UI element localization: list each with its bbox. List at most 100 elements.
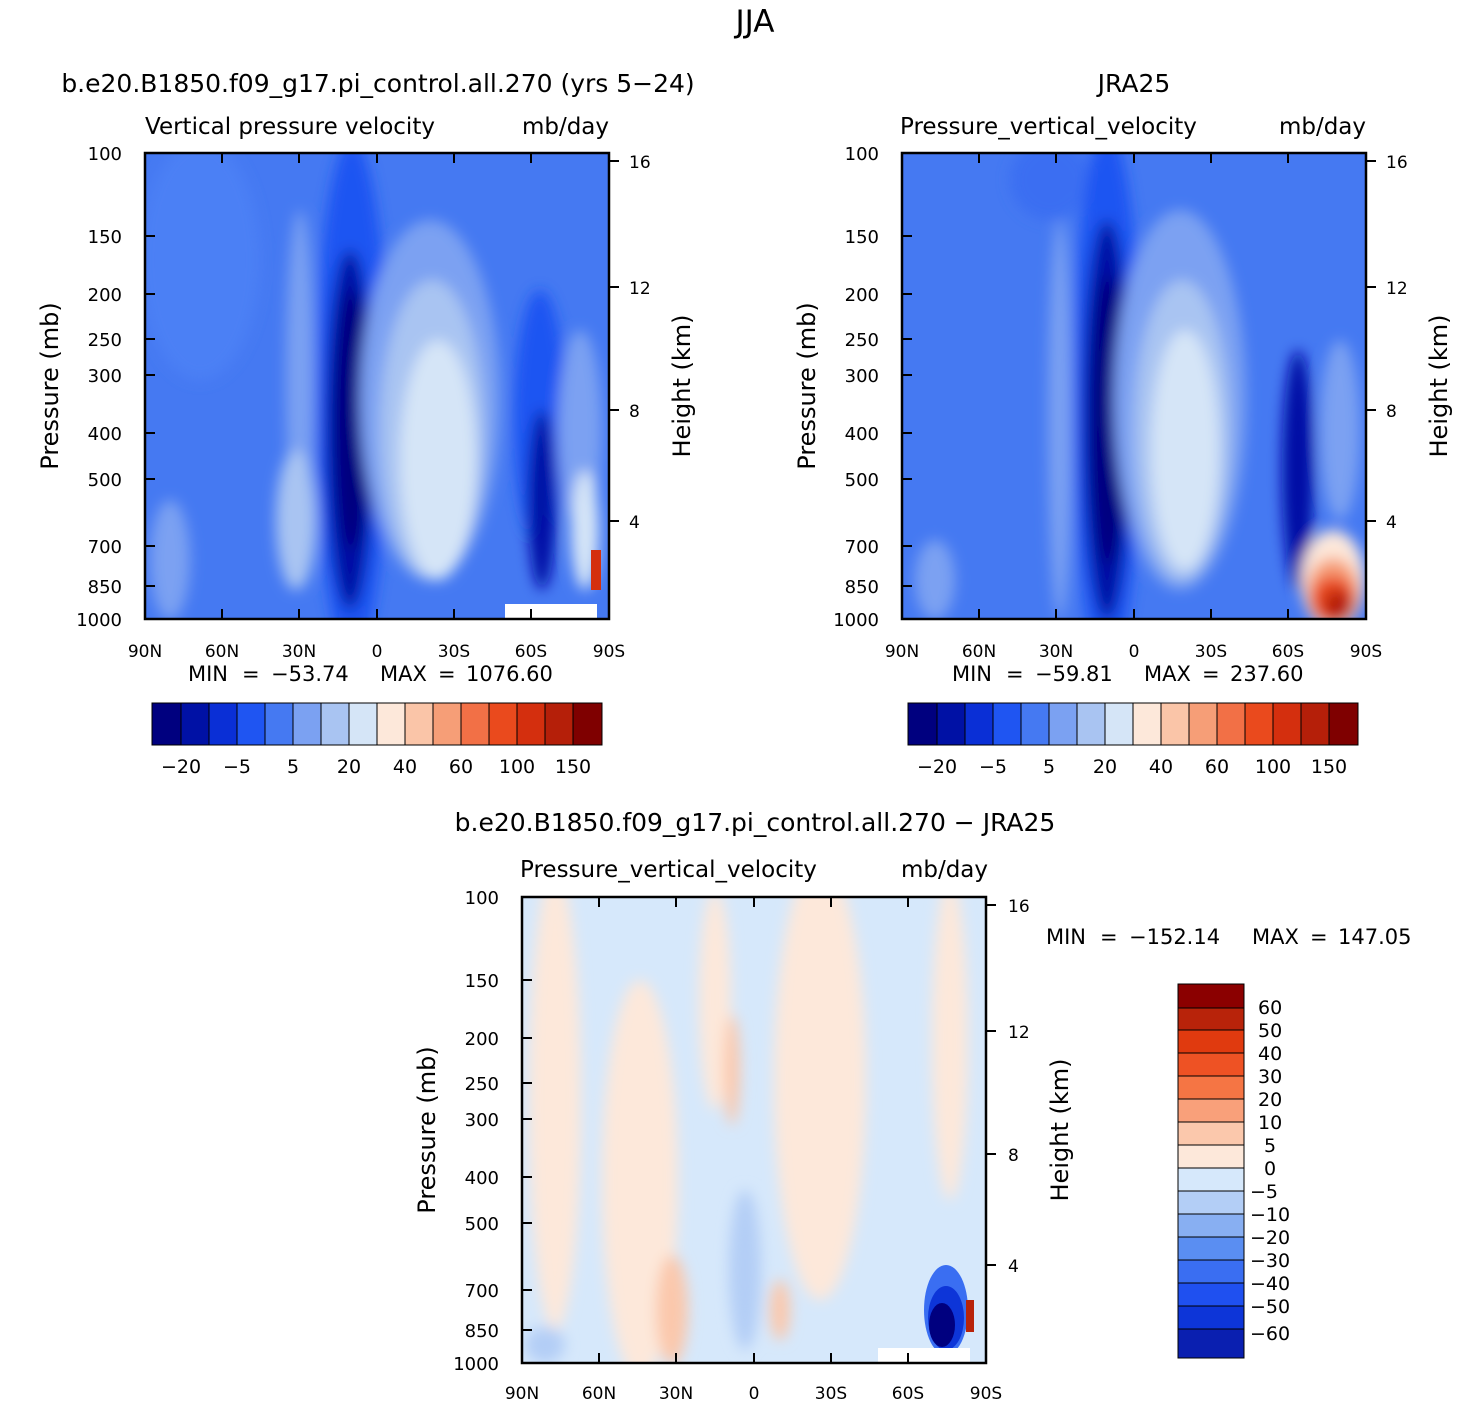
- y-tick-label: 700: [465, 1281, 499, 1302]
- max-label: MAX: [1144, 662, 1191, 686]
- colorbar-cell: [1216, 702, 1246, 746]
- colorbar-label: 60: [1205, 756, 1229, 778]
- x-tick-label: 30S: [1195, 642, 1227, 662]
- y-tick-label: 150: [465, 971, 499, 992]
- height-tick-label: 4: [629, 513, 640, 533]
- x-tick-label: 60S: [515, 642, 547, 662]
- colorbar-cell: [432, 702, 462, 746]
- y-tick-label: 500: [465, 1214, 499, 1235]
- colorbar-label: 30: [1258, 1066, 1282, 1088]
- x-tick-label: 60S: [1272, 642, 1304, 662]
- min-label: MIN: [188, 662, 228, 686]
- colorbar-cell: [208, 702, 238, 746]
- colorbar-cell: [1160, 702, 1190, 746]
- x-tick-label: 90N: [505, 1384, 539, 1404]
- height-tick-label: 16: [1386, 153, 1408, 173]
- panel-diff-colorbar: 60 50 40 30 20 10 5 0 −5 −10 −20 −30 −40…: [1177, 983, 1290, 1359]
- colorbar-cell: [1177, 1144, 1245, 1169]
- colorbar-cell: [1020, 702, 1050, 746]
- colorbar-label: 100: [1255, 756, 1291, 778]
- x-tick-label: 0: [372, 642, 383, 662]
- colorbar-cell: [964, 702, 994, 746]
- colorbar-cell: [1177, 1029, 1245, 1054]
- equals-sign: =: [1100, 925, 1118, 949]
- colorbar-label: −5: [223, 756, 251, 778]
- panel-diff-height-tick-labels: 16 12 8 4: [1008, 897, 1030, 1277]
- colorbar-cell: [1177, 1075, 1245, 1100]
- colorbar-label: −20: [917, 756, 957, 778]
- y-tick-label: 700: [88, 537, 122, 558]
- y-tick-label: 500: [88, 470, 122, 491]
- colorbar-label: 50: [1258, 1020, 1282, 1042]
- colorbar-label: −60: [1250, 1323, 1290, 1345]
- x-tick-label: 90N: [128, 642, 162, 662]
- colorbar-cell: [151, 702, 182, 746]
- colorbar-label: 20: [1093, 756, 1117, 778]
- colorbar-cell: [1188, 702, 1218, 746]
- panel-model-min-max: MIN = −53.74 MAX = 1076.60: [188, 662, 553, 686]
- panel-diff-ticks: [522, 896, 996, 1363]
- colorbar-label: 0: [1264, 1158, 1276, 1180]
- x-tick-label: 0: [749, 1384, 760, 1404]
- panel-obs-contour-field: [902, 153, 1366, 619]
- colorbar-cell: [460, 702, 490, 746]
- y-tick-label: 850: [88, 577, 122, 598]
- x-tick-label: 30N: [282, 642, 316, 662]
- panel-model-y-axis-label: Pressure (mb): [36, 302, 64, 469]
- colorbar-cell: [1177, 1167, 1245, 1192]
- colorbar-cell: [1048, 702, 1078, 746]
- max-value: 1076.60: [466, 662, 553, 686]
- colorbar-cell: [404, 702, 434, 746]
- colorbar-cell: [544, 702, 574, 746]
- x-tick-label: 90N: [885, 642, 919, 662]
- x-tick-label: 60N: [205, 642, 239, 662]
- y-tick-label: 100: [465, 888, 499, 909]
- colorbar-cell: [1177, 1121, 1245, 1146]
- y-tick-label: 200: [465, 1029, 499, 1050]
- max-label: MAX: [1252, 925, 1299, 949]
- colorbar-cell: [1132, 702, 1162, 746]
- x-tick-label: 30N: [659, 1384, 693, 1404]
- colorbar-cell: [180, 702, 210, 746]
- x-tick-label: 90S: [1350, 642, 1382, 662]
- colorbar-label: 5: [1264, 1135, 1276, 1157]
- y-tick-label: 250: [465, 1074, 499, 1095]
- colorbar-cell: [1177, 1236, 1245, 1261]
- y-tick-label: 1000: [833, 610, 879, 631]
- panel-obs-pressure-tick-labels: 100 150 200 250 300 400 500 700 850 1000: [833, 144, 879, 631]
- colorbar-label: 20: [1258, 1089, 1282, 1111]
- y-tick-label: 500: [845, 470, 879, 491]
- y-tick-label: 300: [465, 1110, 499, 1131]
- colorbar-label: −20: [161, 756, 201, 778]
- panel-obs-subtitle-left: Pressure_vertical_velocity: [900, 114, 1197, 140]
- panel-diff-latitude-tick-labels: 90N 60N 30N 0 30S 60S 90S: [505, 1384, 1002, 1404]
- height-tick-label: 12: [1386, 279, 1408, 299]
- panel-obs-ticks: [902, 152, 1376, 619]
- colorbar-label: 5: [287, 756, 299, 778]
- colorbar-label: −5: [1250, 1181, 1278, 1203]
- x-tick-label: 90S: [593, 642, 625, 662]
- panel-obs: JRA25 Pressure_vertical_velocity mb/day: [793, 69, 1453, 778]
- colorbar-label: 150: [555, 756, 591, 778]
- figure-title: JJA: [734, 4, 775, 40]
- colorbar-cell: [1300, 702, 1330, 746]
- max-value: 237.60: [1230, 662, 1303, 686]
- x-tick-label: 30S: [815, 1384, 847, 1404]
- panel-obs-min-max: MIN = −59.81 MAX = 237.60: [952, 662, 1303, 686]
- equals-sign: =: [438, 662, 456, 686]
- panel-model-subtitle-left: Vertical pressure velocity: [145, 114, 435, 140]
- colorbar-cell: [1177, 1282, 1245, 1307]
- height-tick-label: 16: [629, 153, 651, 173]
- colorbar-cell: [348, 702, 378, 746]
- panel-obs-colorbar: −20 −5 5 20 40 60 100 150: [907, 702, 1359, 778]
- y-tick-label: 300: [845, 366, 879, 387]
- y-tick-label: 1000: [76, 610, 122, 631]
- y-tick-label: 400: [465, 1168, 499, 1189]
- y-tick-label: 150: [88, 227, 122, 248]
- panel-model-latitude-tick-labels: 90N 60N 30N 0 30S 60S 90S: [128, 642, 625, 662]
- y-tick-label: 400: [88, 424, 122, 445]
- y-tick-label: 200: [845, 285, 879, 306]
- max-label: MAX: [380, 662, 427, 686]
- panel-obs-subtitle-right: mb/day: [1279, 114, 1366, 140]
- panel-obs-y-axis-label: Pressure (mb): [793, 302, 821, 469]
